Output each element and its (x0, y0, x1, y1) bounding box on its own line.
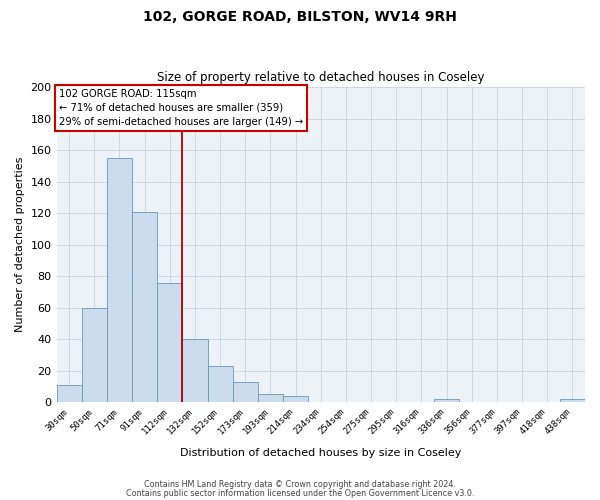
Bar (157, 282, 182, 403)
Text: 102, GORGE ROAD, BILSTON, WV14 9RH: 102, GORGE ROAD, BILSTON, WV14 9RH (143, 10, 457, 24)
X-axis label: Distribution of detached houses by size in Coseley: Distribution of detached houses by size … (180, 448, 461, 458)
Bar (283, 396, 308, 402)
Bar (132, 212, 157, 402)
Bar (233, 382, 258, 402)
Bar (208, 366, 233, 403)
Title: Size of property relative to detached houses in Coseley: Size of property relative to detached ho… (157, 72, 485, 85)
Bar (56, 385, 82, 402)
Bar (560, 399, 585, 402)
Bar (107, 158, 132, 402)
Text: Contains public sector information licensed under the Open Government Licence v3: Contains public sector information licen… (126, 488, 474, 498)
Bar (82, 308, 107, 402)
Bar (434, 399, 459, 402)
Bar (182, 340, 208, 402)
Bar (258, 394, 283, 402)
Text: Contains HM Land Registry data © Crown copyright and database right 2024.: Contains HM Land Registry data © Crown c… (144, 480, 456, 489)
Y-axis label: Number of detached properties: Number of detached properties (15, 157, 25, 332)
Text: 102 GORGE ROAD: 115sqm
← 71% of detached houses are smaller (359)
29% of semi-de: 102 GORGE ROAD: 115sqm ← 71% of detached… (59, 88, 304, 126)
